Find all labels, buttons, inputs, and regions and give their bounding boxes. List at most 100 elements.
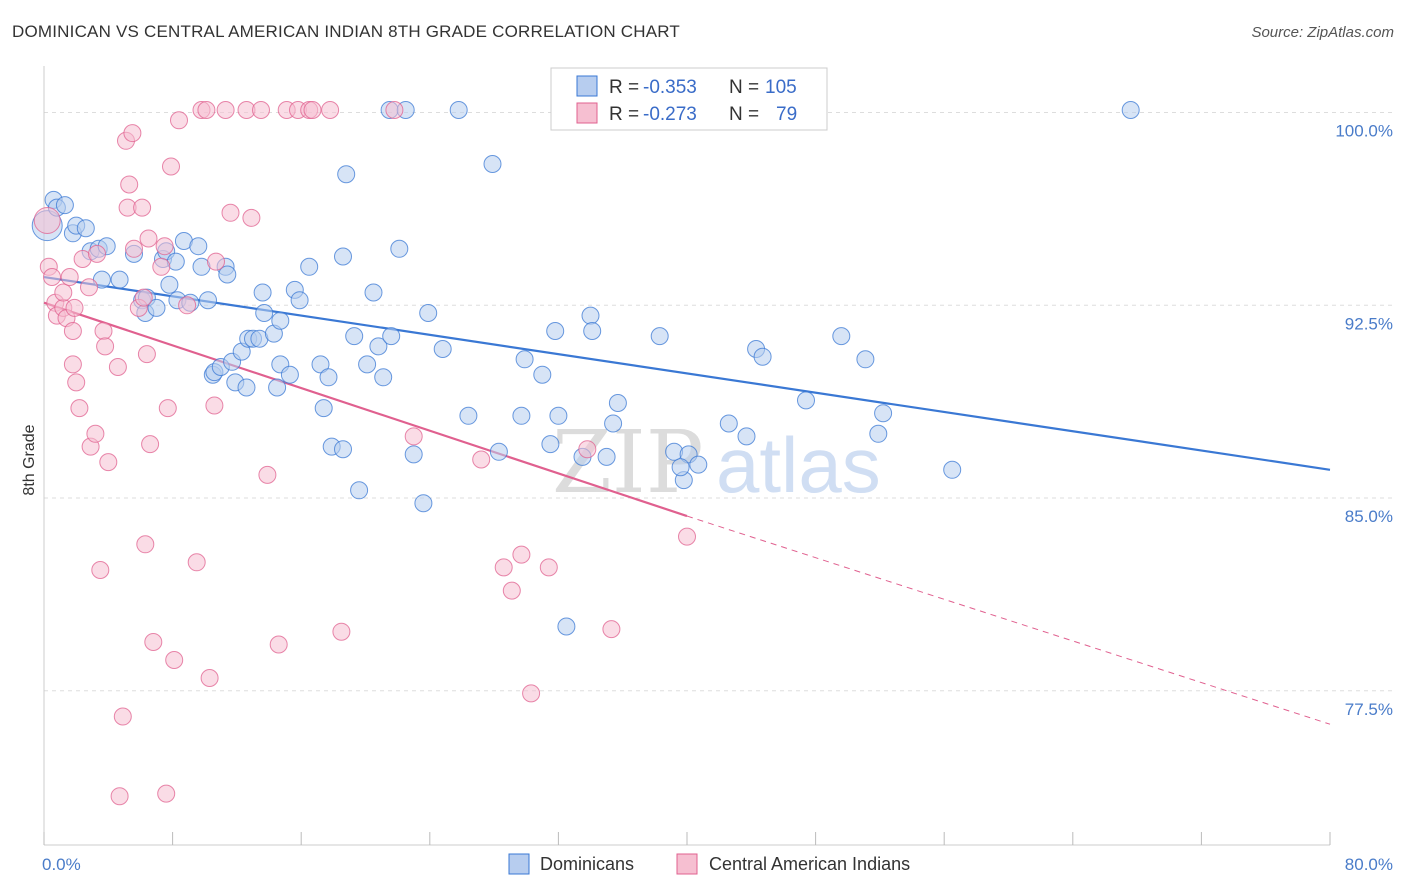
point-dominicans xyxy=(671,458,690,477)
point-central-american-indians xyxy=(332,622,351,641)
point-dominicans xyxy=(483,155,502,173)
point-dominicans xyxy=(557,617,576,636)
point-dominicans xyxy=(314,399,333,418)
point-central-american-indians xyxy=(113,707,132,726)
y-tick-label: 85.0% xyxy=(1345,507,1393,526)
point-dominicans xyxy=(604,414,623,433)
grid-lines xyxy=(44,112,1392,692)
point-central-american-indians xyxy=(88,244,106,263)
point-central-american-indians xyxy=(494,558,513,577)
point-dominicans xyxy=(350,481,369,500)
legend-n-value: 105 xyxy=(765,77,797,98)
legend-n-value: 79 xyxy=(776,104,797,125)
point-central-american-indians xyxy=(67,373,86,392)
point-dominicans xyxy=(218,265,237,284)
point-central-american-indians xyxy=(134,288,153,307)
point-dominicans xyxy=(797,391,815,410)
point-dominicans xyxy=(546,322,565,340)
point-dominicans xyxy=(76,219,95,238)
legend-r-value: -0.353 xyxy=(643,77,697,98)
chart-title: DOMINICAN VS CENTRAL AMERICAN INDIAN 8TH… xyxy=(12,22,681,41)
point-central-american-indians xyxy=(321,101,340,119)
point-dominicans xyxy=(597,447,616,466)
y-tick-label: 92.5% xyxy=(1345,314,1393,333)
point-central-american-indians xyxy=(258,465,277,484)
point-dominicans xyxy=(268,378,287,397)
point-dominicans xyxy=(253,283,272,302)
legend-n-label: N = xyxy=(729,77,759,98)
axes xyxy=(43,66,1331,846)
point-central-american-indians xyxy=(178,296,197,315)
point-central-american-indians xyxy=(242,208,261,227)
point-dominicans xyxy=(290,291,309,310)
point-dominicans xyxy=(311,355,330,374)
point-dominicans xyxy=(856,350,875,369)
point-central-american-indians xyxy=(187,553,206,572)
y-tick-labels: 77.5% 85.0% 92.5% 100.0% xyxy=(1335,122,1393,719)
point-central-american-indians xyxy=(133,198,152,217)
point-central-american-indians xyxy=(252,101,270,119)
legend-swatch-dominicans xyxy=(508,853,530,875)
point-dominicans xyxy=(449,101,468,119)
point-central-american-indians xyxy=(91,561,110,579)
point-dominicans xyxy=(189,237,208,256)
trend-line-central-american-indians xyxy=(43,301,688,518)
point-dominicans xyxy=(581,306,600,325)
point-central-american-indians xyxy=(157,784,176,803)
point-central-american-indians xyxy=(123,124,142,143)
point-dominicans xyxy=(689,455,708,474)
point-dominicans xyxy=(869,424,888,443)
point-dominicans xyxy=(369,337,388,356)
point-central-american-indians xyxy=(678,527,696,546)
point-dominicans xyxy=(280,365,299,384)
x-tick-label: 0.0% xyxy=(42,855,81,874)
point-central-american-indians xyxy=(80,278,98,297)
x-tick-labels: 0.0% 80.0% xyxy=(42,855,1393,874)
point-dominicans xyxy=(337,165,356,184)
data-points xyxy=(31,101,1140,806)
point-central-american-indians xyxy=(54,283,73,302)
point-central-american-indians xyxy=(136,535,155,554)
point-central-american-indians xyxy=(152,257,171,276)
point-dominicans xyxy=(110,270,129,289)
x-tick-label: 80.0% xyxy=(1345,855,1393,874)
point-dominicans xyxy=(382,327,401,346)
y-axis-label: 8th Grade xyxy=(21,424,38,495)
point-dominicans xyxy=(583,322,602,340)
point-central-american-indians xyxy=(43,268,61,286)
point-dominicans xyxy=(364,283,383,302)
point-central-american-indians xyxy=(303,101,322,119)
point-central-american-indians xyxy=(522,684,541,703)
point-dominicans xyxy=(334,247,352,266)
point-dominicans xyxy=(345,327,364,346)
point-central-american-indians xyxy=(63,322,82,340)
point-central-american-indians xyxy=(578,440,597,459)
legend-swatch-central-american-indians xyxy=(676,853,698,875)
point-central-american-indians xyxy=(602,620,621,639)
point-central-american-indians xyxy=(65,298,84,317)
point-central-american-indians xyxy=(141,435,160,454)
point-dominicans xyxy=(199,291,217,310)
point-dominicans xyxy=(549,406,568,425)
point-central-american-indians xyxy=(158,399,177,418)
legend-r-label: R = xyxy=(609,104,639,125)
legend-swatch-pink xyxy=(576,102,598,124)
point-central-american-indians xyxy=(108,358,127,376)
point-dominicans xyxy=(433,340,452,358)
legend-r-label: R = xyxy=(609,77,639,98)
point-dominicans xyxy=(160,275,179,294)
point-central-american-indians xyxy=(512,545,531,564)
point-central-american-indians xyxy=(205,396,224,415)
legend-swatch-blue xyxy=(576,75,598,97)
point-central-american-indians xyxy=(120,175,139,194)
point-central-american-indians xyxy=(94,322,113,340)
point-central-american-indians xyxy=(502,581,521,600)
point-dominicans xyxy=(1121,101,1140,119)
point-dominicans xyxy=(608,394,627,412)
point-central-american-indians xyxy=(96,337,115,356)
point-dominicans xyxy=(541,435,560,454)
y-tick-label: 100.0% xyxy=(1335,122,1393,141)
point-dominicans xyxy=(271,311,290,330)
point-central-american-indians xyxy=(110,787,129,806)
